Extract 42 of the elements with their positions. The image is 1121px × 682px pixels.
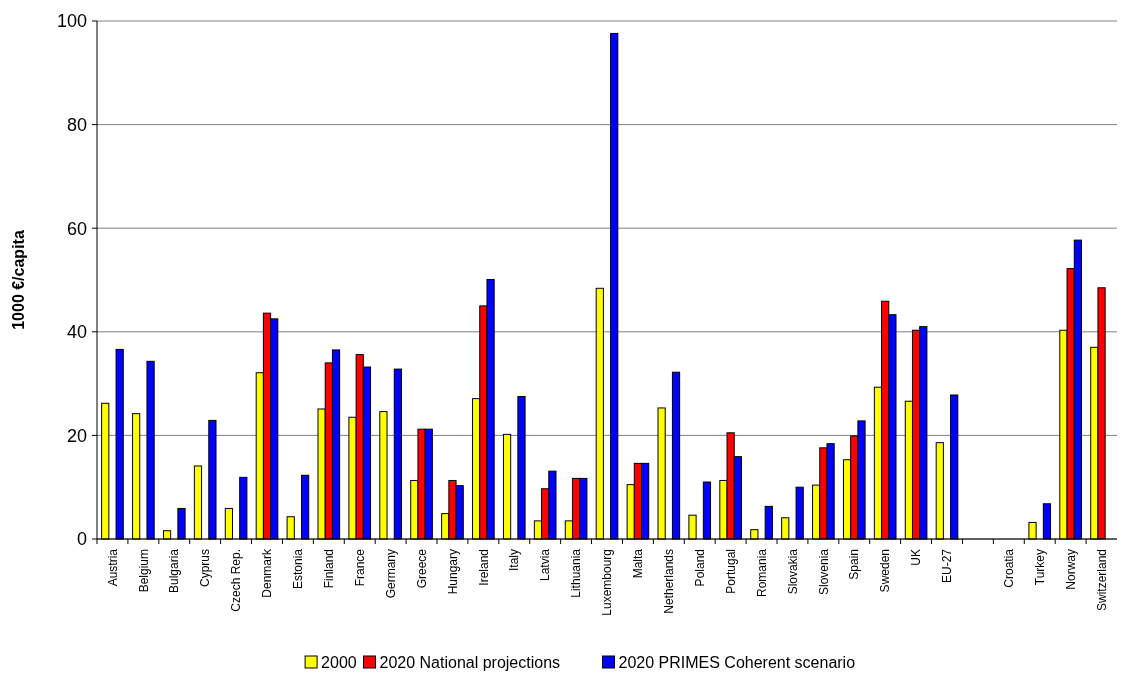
x-tick-label: France — [352, 548, 367, 587]
x-tick-label: Ireland — [476, 549, 491, 586]
x-tick-label: Latvia — [538, 548, 553, 582]
x-tick-label: Sweden — [878, 549, 893, 593]
x-tick-label: Lithuania — [569, 548, 584, 598]
x-tick-label: Malta — [631, 548, 646, 579]
x-tick-label: Austria — [105, 548, 120, 587]
x-tick-label: Switzerland — [1094, 549, 1109, 612]
y-tick-label: 40 — [66, 322, 87, 343]
legend-label: 2000 — [321, 653, 357, 671]
x-tick-label: Croatia — [1002, 548, 1017, 588]
x-tick-label: Denmark — [260, 548, 275, 598]
x-tick-label: Turkey — [1032, 549, 1047, 586]
x-tick-label: Estonia — [291, 548, 306, 590]
x-tick-label: Luxembourg — [600, 549, 615, 616]
x-tick-label: Finland — [322, 549, 337, 589]
x-tick-label: Portugal — [723, 549, 738, 594]
x-tick-label: Slovakia — [785, 548, 800, 595]
x-tick-label: Spain — [847, 549, 862, 580]
y-tick-label: 80 — [66, 114, 87, 135]
x-tick-label: Germany — [383, 549, 398, 599]
legend-label: 2020 National projections — [379, 653, 561, 671]
x-tick-label: Romania — [754, 548, 769, 598]
y-tick-label: 0 — [76, 529, 87, 550]
y-tick-label: 60 — [66, 218, 87, 239]
y-axis-title: 1000 €/capita — [10, 230, 27, 330]
x-tick-label: Czech Rep. — [229, 549, 244, 612]
x-tick-label: Greece — [414, 548, 429, 589]
x-tick-label: Hungary — [445, 549, 460, 595]
x-tick-label: Italy — [507, 549, 522, 572]
x-tick-label: Netherlands — [662, 549, 677, 614]
x-tick-label: Belgium — [136, 549, 151, 593]
y-tick-label: 20 — [66, 425, 87, 446]
x-tick-label: Bulgaria — [167, 548, 182, 594]
x-tick-label: EU-27 — [940, 548, 955, 584]
x-tick-label: Norway — [1063, 549, 1078, 590]
x-tick-label: Poland — [692, 549, 707, 587]
x-tick-label: Slovenia — [816, 548, 831, 596]
x-tick-label: UK — [909, 549, 924, 566]
x-tick-label: Cyprus — [198, 549, 213, 588]
legend-label: 2020 PRIMES Coherent scenario — [618, 653, 856, 671]
y-tick-label: 100 — [56, 11, 87, 32]
